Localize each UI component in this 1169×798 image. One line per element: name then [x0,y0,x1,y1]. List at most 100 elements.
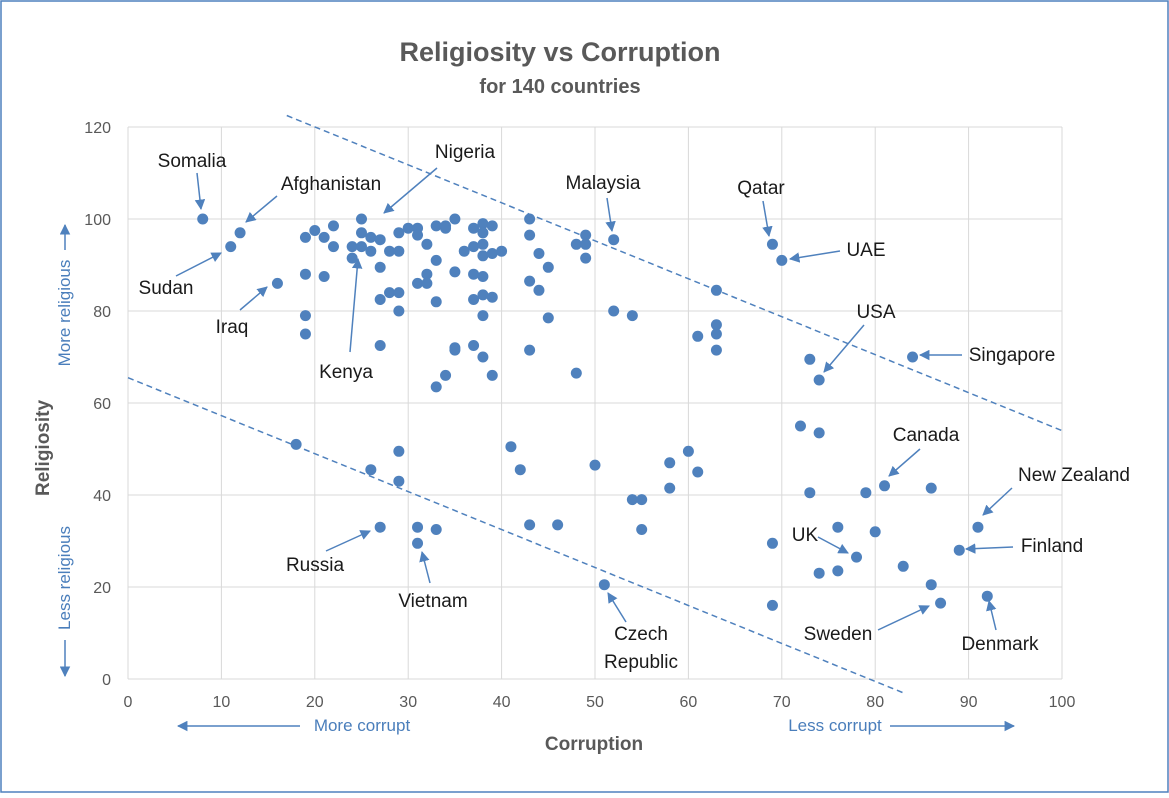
data-point [468,241,480,253]
data-point [626,494,638,506]
data-point [953,544,965,556]
data-point [365,245,377,257]
data-point [533,284,545,296]
data-point [524,275,536,287]
data-point [710,328,722,340]
data-point [374,261,386,273]
data-point [430,296,442,308]
data-point [477,310,489,322]
annotation-leader-nigeria [383,167,438,214]
annotation-leader-canada [888,448,921,477]
data-point [384,287,396,299]
data-point [346,241,358,253]
annotation-label-nigeria: Nigeria [435,142,496,163]
data-point [682,445,694,457]
gridlines [127,126,1063,680]
data-point [869,526,881,538]
annotation-leader-afghanistan [245,195,278,223]
data-point [299,268,311,280]
data-point [421,268,433,280]
data-point [580,238,592,250]
data-point [384,245,396,257]
data-point [794,420,806,432]
data-point [468,268,480,280]
data-point [477,227,489,239]
data-point [477,351,489,363]
x-tick-label: 80 [866,694,884,711]
annotation-leader-sudan [175,252,222,277]
annotation-label-singapore: Singapore [969,345,1056,366]
data-point [486,220,498,232]
annotation-label-sudan: Sudan [139,278,194,299]
data-point [327,220,339,232]
data-point [327,241,339,253]
y-tick-label: 20 [93,580,111,597]
data-point [374,234,386,246]
data-point [813,374,825,386]
data-point [421,238,433,250]
data-point [468,340,480,351]
y-tick-labels: 0 20 40 60 80 100 120 [84,120,111,689]
x-tick-label: 100 [1049,694,1076,711]
data-point [851,551,863,563]
data-point [318,271,330,282]
data-point [225,241,237,253]
annotation-label-russia: Russia [286,555,345,576]
data-point [832,565,844,577]
data-point [477,271,489,282]
data-point [972,521,984,533]
data-point [589,459,601,471]
data-point [608,305,620,317]
data-point [570,238,582,250]
data-point [832,521,844,533]
annotation-label-canada: Canada [893,425,960,446]
y-tick-label: 60 [93,396,111,413]
data-point [356,213,367,225]
data-point [636,524,648,535]
data-point [477,218,489,230]
data-point [524,519,536,531]
data-point [692,330,704,342]
y-tick-label: 0 [102,672,111,689]
data-point [710,344,722,356]
x-tick-label: 20 [306,694,324,711]
data-point [449,266,461,278]
data-point [692,466,704,478]
data-point [393,475,405,487]
annotation-label-kenya: Kenya [319,362,373,383]
data-point [458,245,470,257]
data-point [374,340,386,351]
data-point [477,250,489,262]
data-point [524,229,536,241]
data-point [608,234,620,246]
data-point [514,464,526,476]
data-point [430,254,442,266]
data-point [430,220,442,232]
data-point [981,590,993,602]
data-point [580,229,592,241]
x-tick-label: 60 [680,694,698,711]
data-point [636,494,648,506]
y-tick-label: 100 [84,212,111,229]
data-point [542,261,554,273]
y-tick-label: 80 [93,304,111,321]
data-point [580,252,592,264]
y-tick-label: 40 [93,488,111,505]
data-point [505,441,517,453]
annotation-leader-somalia [194,172,206,211]
annotation-label-denmark: Denmark [961,634,1039,655]
x-tick-label: 10 [213,694,231,711]
annotation-leader-finland [964,543,1014,554]
annotation-leaders [175,167,1014,631]
annotation-label-afghanistan: Afghanistan [281,174,381,195]
data-point [626,310,638,322]
data-point [412,521,424,533]
data-point [299,231,311,243]
x-tick-label: 50 [586,694,604,711]
annotation-leader-malaysia [605,197,616,233]
data-point [197,213,209,225]
data-point [710,319,722,331]
